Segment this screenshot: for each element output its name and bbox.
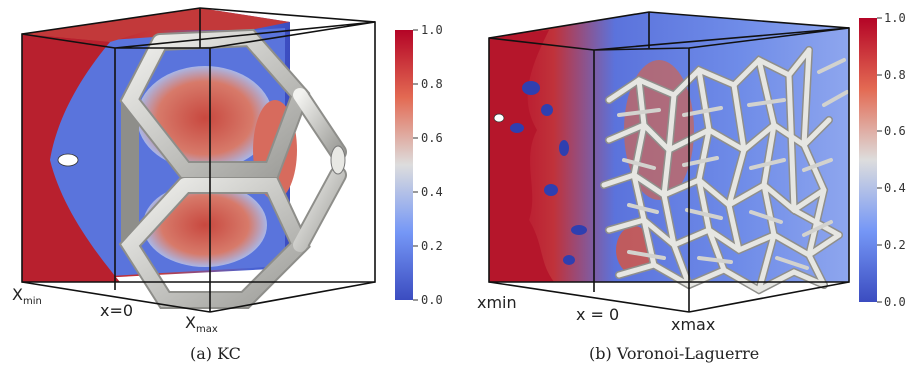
voronoi-figure: xmin x = 0 xmax 1.0 0.8 0.6 0.4 0.2 0.0 (477, 11, 906, 334)
voronoi-tick-2: 0.8 (884, 68, 906, 82)
voronoi-tick-6: 0.0 (884, 295, 906, 309)
kc-top-band (22, 8, 290, 42)
kc-strut-cap (330, 145, 346, 175)
voronoi-left-red (489, 30, 554, 282)
voronoi-caption: (b) Voronoi-Laguerre (589, 344, 760, 363)
kc-strut-hole (57, 153, 79, 167)
kc-bounding-box (21, 7, 376, 313)
kc-hot-cell-lower (143, 183, 267, 267)
kc-tick-6: 0.0 (421, 293, 443, 307)
kc-label-xmin: Xmin (12, 285, 42, 307)
voronoi-label-xmin: xmin (477, 293, 517, 312)
voronoi-tick-4: 0.4 (884, 181, 906, 195)
voronoi-tick-1: 1.0 (884, 11, 906, 25)
kc-colorbar-ticks (413, 29, 418, 301)
voronoi-colorbar (859, 18, 877, 302)
kc-caption: (a) KC (190, 344, 241, 363)
panel-voronoi: xmin x = 0 xmax 1.0 0.8 0.6 0.4 0.2 0.0 … (459, 0, 918, 378)
panel-kc: Xmin x=0 Xmax 1.0 0.8 0.6 0.4 0.2 0.0 (a… (12, 7, 443, 363)
voronoi-pores (510, 81, 587, 265)
kc-tick-2: 0.8 (421, 77, 443, 91)
kc-tick-3: 0.6 (421, 131, 443, 145)
voronoi-bounding-box (488, 11, 850, 313)
kc-struts (118, 28, 347, 309)
kc-tick-5: 0.2 (421, 239, 443, 253)
kc-label-x0: x=0 (100, 301, 133, 320)
kc-figure: Xmin x=0 Xmax 1.0 0.8 0.6 0.4 0.2 0.0 (12, 7, 443, 335)
kc-label-xmax: Xmax (185, 313, 218, 335)
kc-hot-cell-upper (137, 66, 273, 170)
kc-tick-1: 1.0 (421, 23, 443, 37)
kc-colorbar (395, 30, 413, 300)
kc-tick-4: 0.4 (421, 185, 443, 199)
voronoi-colorbar-ticks (877, 17, 882, 303)
kc-left-red (22, 34, 120, 282)
voronoi-tick-3: 0.6 (884, 124, 906, 138)
voronoi-label-xmax: xmax (671, 315, 715, 334)
voronoi-tick-5: 0.2 (884, 238, 906, 252)
voronoi-warm-patch-2 (616, 226, 652, 274)
voronoi-label-x0: x = 0 (576, 305, 619, 324)
voronoi-hole (493, 113, 505, 123)
voronoi-struts (600, 46, 849, 295)
